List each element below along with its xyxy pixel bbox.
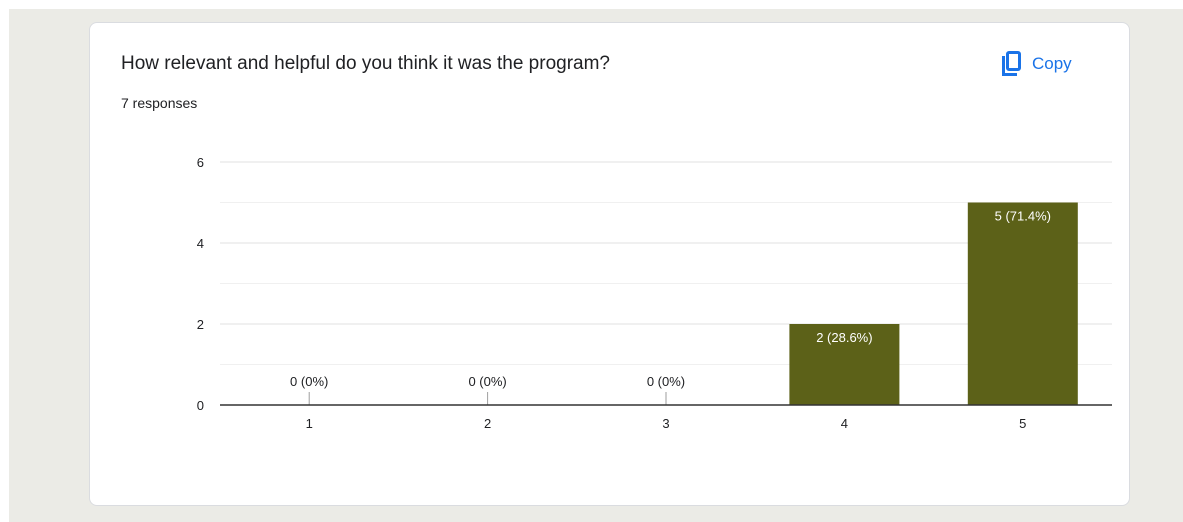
y-tick-label: 0: [197, 398, 204, 413]
question-card: [89, 22, 1130, 506]
copy-icon: [1000, 51, 1022, 77]
x-tick-label: 1: [306, 416, 313, 431]
y-tick-label: 2: [197, 317, 204, 332]
question-title: How relevant and helpful do you think it…: [121, 53, 610, 74]
bar-data-label: 2 (28.6%): [816, 330, 872, 345]
bar-data-label: 0 (0%): [647, 374, 685, 389]
copy-button[interactable]: Copy: [1000, 48, 1072, 80]
x-tick-label: 4: [841, 416, 848, 431]
copy-label: Copy: [1032, 54, 1072, 73]
bar: [789, 324, 900, 405]
response-count: 7 responses: [121, 95, 198, 111]
bar-data-label: 0 (0%): [468, 374, 506, 389]
bar-data-label: 0 (0%): [290, 374, 328, 389]
bar-data-label: 5 (71.4%): [995, 209, 1051, 224]
x-tick-label: 5: [1019, 416, 1026, 431]
x-tick-label: 2: [484, 416, 491, 431]
y-tick-label: 4: [197, 236, 204, 251]
y-tick-label: 6: [197, 155, 204, 170]
x-tick-label: 3: [662, 416, 669, 431]
bar: [967, 202, 1078, 405]
